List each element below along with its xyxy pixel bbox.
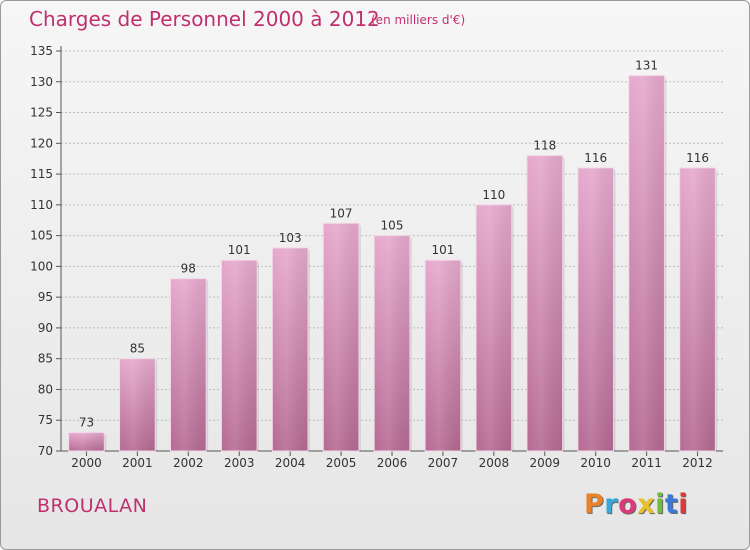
- data-label-2006: 105: [381, 219, 404, 233]
- logo-letter: x: [637, 489, 656, 520]
- data-label-2003: 101: [228, 243, 251, 257]
- y-tick-label: 115: [30, 167, 53, 181]
- y-tick-label: 75: [38, 413, 53, 427]
- x-tick-label: 2011: [631, 456, 662, 470]
- bar-shine: [628, 75, 665, 451]
- logo-letter: i: [655, 489, 665, 520]
- logo-letter: t: [664, 489, 679, 520]
- x-tick-label: 2010: [580, 456, 611, 470]
- y-tick-label: 85: [38, 352, 53, 366]
- x-tick-label: 2005: [326, 456, 357, 470]
- y-tick-label: 120: [30, 136, 53, 150]
- chart-subtitle: (en milliers d'€): [371, 13, 466, 27]
- logo-letter: P: [584, 489, 605, 520]
- data-label-2004: 103: [279, 231, 302, 245]
- x-tick-label: 2000: [71, 456, 102, 470]
- data-label-2012: 116: [686, 151, 709, 165]
- logo-letter: i: [678, 489, 689, 520]
- y-tick-label: 125: [30, 106, 53, 120]
- bar-shine: [119, 358, 156, 451]
- y-tick-label: 95: [38, 290, 53, 304]
- bar-shine: [577, 167, 614, 451]
- bar-shine: [476, 204, 512, 451]
- chart-title: Charges de Personnel 2000 à 2012: [29, 7, 380, 31]
- bar-shine: [679, 167, 716, 451]
- x-tick-label: 2008: [479, 456, 510, 470]
- x-tick-label: 2002: [173, 456, 204, 470]
- bar-shine: [374, 235, 410, 451]
- bar-shine: [272, 247, 308, 451]
- data-label-2009: 118: [533, 139, 556, 153]
- y-tick-label: 135: [30, 44, 53, 58]
- data-label-2001: 85: [130, 342, 145, 356]
- data-labels: 73 85 98 101 103 107 105 101 110 118 116 131 116: [79, 59, 709, 430]
- x-tick-label: 2003: [224, 456, 255, 470]
- bar-shine: [323, 223, 359, 451]
- x-tick-label: 2012: [682, 456, 713, 470]
- y-tick-label: 105: [30, 229, 53, 243]
- logo-letter: r: [604, 489, 619, 520]
- bars: [68, 75, 718, 452]
- data-label-2005: 107: [330, 206, 353, 220]
- y-tick-label: 80: [38, 382, 53, 396]
- y-tick-label: 70: [38, 444, 53, 458]
- y-tick-label: 90: [38, 321, 53, 335]
- bar-shine: [170, 278, 207, 451]
- x-tick-label: 2004: [275, 456, 306, 470]
- proxiti-logo[interactable]: Proxiti: [584, 489, 688, 520]
- data-label-2010: 116: [584, 151, 607, 165]
- y-tick-label: 100: [30, 259, 53, 273]
- x-tick-label: 2001: [122, 456, 153, 470]
- data-label-2011: 131: [635, 59, 658, 73]
- data-label-2008: 110: [482, 188, 505, 202]
- logo-letter: o: [618, 489, 638, 520]
- bar-shine: [221, 260, 258, 451]
- x-tick-label: 2007: [428, 456, 459, 470]
- bar-shine: [425, 260, 461, 451]
- data-label-2000: 73: [79, 416, 94, 430]
- bar-shine: [68, 432, 105, 451]
- bar-shine: [526, 155, 563, 451]
- y-tick-label: 130: [30, 75, 53, 89]
- y-tick-label: 110: [30, 198, 53, 212]
- commune-name: BROUALAN: [37, 495, 148, 517]
- axes: 70 75 80 85 90 95 100 105 110 115 120 125 130 135 2000…: [30, 44, 723, 470]
- x-tick-label: 2006: [377, 456, 408, 470]
- data-label-2002: 98: [181, 262, 196, 276]
- x-tick-label: 2009: [529, 456, 560, 470]
- data-label-2007: 101: [431, 243, 454, 257]
